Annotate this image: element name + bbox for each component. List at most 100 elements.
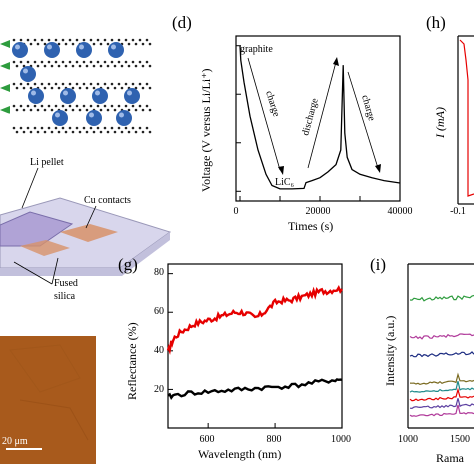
- lithium-atom: [60, 88, 76, 104]
- atom-highlight: [119, 112, 124, 118]
- carbon-atom: [68, 104, 72, 108]
- carbon-atom: [50, 86, 54, 90]
- lithium-atom: [76, 42, 92, 58]
- carbon-atom: [117, 82, 121, 86]
- carbon-atom: [117, 60, 121, 64]
- carbon-atom: [36, 42, 40, 46]
- carbon-atom: [148, 64, 152, 68]
- carbon-atom: [96, 104, 100, 108]
- carbon-atom: [103, 38, 107, 42]
- li-pellet-arrow: [21, 167, 39, 209]
- carbon-atom: [75, 38, 79, 42]
- crystal-structure: C Li C Li: [0, 38, 152, 134]
- carbon-atom: [96, 126, 100, 130]
- carbon-atom: [47, 60, 51, 64]
- carbon-atom: [82, 126, 86, 130]
- carbon-atom: [47, 126, 51, 130]
- carbon-atom: [82, 38, 86, 42]
- carbon-atom: [26, 82, 30, 86]
- silica-label: silica: [54, 291, 76, 302]
- annotation-lic6: LiC₆: [275, 177, 295, 188]
- carbon-atom: [40, 82, 44, 86]
- carbon-atom: [47, 38, 51, 42]
- carbon-atom: [148, 42, 152, 46]
- arrow-charge-2: [347, 71, 379, 169]
- carbon-atom: [19, 38, 23, 42]
- fused-label: Fused: [54, 278, 78, 289]
- arrow-discharge: [307, 61, 337, 169]
- carbon-atom: [124, 82, 128, 86]
- carbon-atom: [82, 82, 86, 86]
- y-tick-label: 20: [154, 384, 164, 395]
- carbon-atom: [78, 64, 82, 68]
- carbon-atom: [138, 38, 142, 42]
- carbon-atom: [145, 82, 149, 86]
- annotation-charge-2: charge: [359, 94, 377, 123]
- carbon-atom: [57, 42, 61, 46]
- y-tick-label: 40: [154, 345, 164, 356]
- carbon-atom: [29, 86, 33, 90]
- carbon-atom: [22, 64, 26, 68]
- atom-layer-labels: C Li C Li: [4, 46, 10, 120]
- x-tick-label: 1500: [450, 434, 470, 445]
- carbon-atom: [92, 86, 96, 90]
- carbon-atom: [127, 64, 131, 68]
- li-pellet-label: Li pellet: [30, 157, 64, 168]
- carbon-atom: [89, 126, 93, 130]
- carbon-atom: [127, 108, 131, 112]
- carbon-atom: [19, 60, 23, 64]
- x-tick-label: 40000: [388, 206, 413, 217]
- carbon-atom: [138, 126, 142, 130]
- carbon-atom: [99, 108, 103, 112]
- reflectance-curve-black: [167, 378, 343, 401]
- carbon-atom: [85, 64, 89, 68]
- carbon-atom: [141, 64, 145, 68]
- carbon-atom: [68, 82, 72, 86]
- carbon-atom: [19, 82, 23, 86]
- carbon-atom: [29, 130, 33, 134]
- carbon-atom: [43, 86, 47, 90]
- carbon-atom: [117, 126, 121, 130]
- li-pellet: [0, 211, 74, 247]
- carbon-atom: [106, 42, 110, 46]
- carbon-atom: [47, 82, 51, 86]
- y-axis-label-h: I (mA): [433, 107, 447, 139]
- carbon-atom: [40, 60, 44, 64]
- carbon-atom: [26, 38, 30, 42]
- carbon-atom: [82, 60, 86, 64]
- carbon-atom: [68, 126, 72, 130]
- carbon-atom: [103, 104, 107, 108]
- carbon-atom: [50, 130, 54, 134]
- carbon-atom: [141, 86, 145, 90]
- carbon-atom: [89, 60, 93, 64]
- carbon-atom: [110, 82, 114, 86]
- raman-spectrum: [409, 398, 474, 410]
- carbon-atom: [71, 130, 75, 134]
- carbon-atom: [40, 38, 44, 42]
- carbon-atom: [103, 82, 107, 86]
- carbon-atom: [134, 130, 138, 134]
- tick-marks-d: [236, 45, 401, 201]
- atom-highlight: [15, 44, 20, 50]
- carbon-atom: [106, 86, 110, 90]
- carbon-atom: [33, 104, 37, 108]
- carbon-atom: [99, 64, 103, 68]
- carbon-atom: [71, 108, 75, 112]
- plot-frame-g: [167, 263, 343, 429]
- carbon-atom: [85, 108, 89, 112]
- iv-curve: [459, 39, 474, 197]
- carbon-atom: [124, 126, 128, 130]
- carbon-atom: [61, 126, 65, 130]
- substrate-front-face: [0, 232, 170, 276]
- carbon-atom: [12, 38, 16, 42]
- carbon-atom: [57, 86, 61, 90]
- carbon-atom: [61, 104, 65, 108]
- carbon-atom: [36, 64, 40, 68]
- panel-label-d: (d): [172, 13, 192, 32]
- x-axis-label-g: Wavelength (nm): [198, 447, 281, 461]
- carbon-atom: [148, 86, 152, 90]
- carbon-atom: [99, 130, 103, 134]
- carbon-atom: [127, 130, 131, 134]
- atom-highlight: [55, 112, 60, 118]
- atom-label: Li: [4, 112, 10, 120]
